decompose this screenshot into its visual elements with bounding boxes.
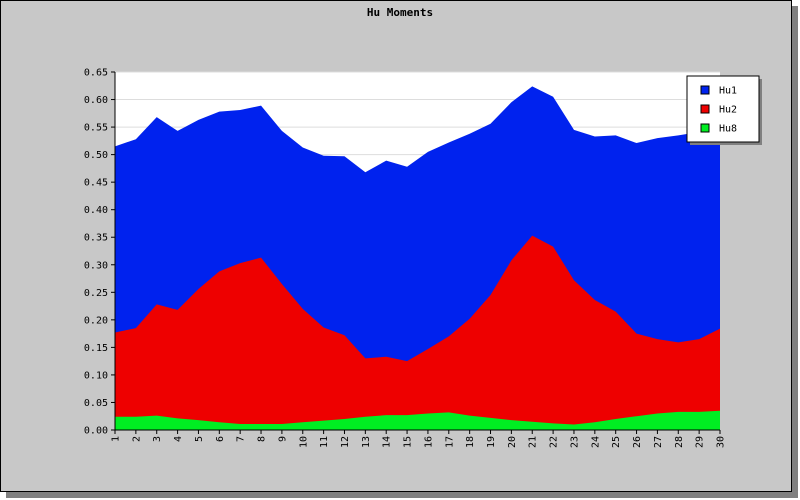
legend-swatch-hu1 [700,85,710,95]
legend-label-hu2: Hu2 [719,105,737,116]
series-area-hu8 [115,410,720,430]
x-tick-label: 12 [340,436,351,448]
legend-label-hu1: Hu1 [719,86,737,97]
y-tick-label: 0.40 [84,205,108,216]
x-tick-label: 19 [486,436,497,448]
legend-swatch-hu8 [700,123,710,133]
y-tick-label: 0.50 [84,150,108,161]
x-tick-label: 10 [298,436,309,448]
x-tick-label: 11 [319,436,330,448]
axes: 0.00 0.05 0.10 0.15 0.20 0.25 0.30 0.35 0.40 0.45… [84,68,727,449]
legend-box [686,75,760,143]
y-tick-label: 0.00 [84,426,108,437]
x-tick-label: 18 [465,436,476,448]
x-tick-label: 24 [590,436,601,448]
x-tick-label: 15 [403,436,414,448]
y-tick-label: 0.60 [84,95,108,106]
x-tick-label: 21 [528,436,539,448]
x-tick-label: 6 [215,436,226,442]
x-tick-label: 29 [695,436,706,448]
x-tick-label: 3 [152,436,163,442]
y-tick-label: 0.55 [84,123,108,134]
x-tick-label: 9 [277,436,288,442]
chart-title: Hu Moments [367,6,433,19]
legend-swatch-hu2 [700,104,710,114]
x-tick-label: 17 [444,436,455,448]
series-area-hu2 [115,235,720,430]
y-tick-label: 0.20 [84,315,108,326]
x-tick-label: 13 [361,436,372,448]
x-tick-label: 7 [236,436,247,442]
x-tick-label: 27 [653,436,664,448]
x-tick-label: 26 [632,436,643,448]
x-tick-label: 2 [131,436,142,442]
frame-shadow-right [792,6,798,498]
x-tick-label: 22 [549,436,560,448]
series-areas [115,86,720,430]
x-tick-label: 8 [257,436,268,442]
x-tick-label: 28 [674,436,685,448]
legend: Hu1 Hu2 Hu8 [686,75,762,145]
y-tick-label: 0.05 [84,398,108,409]
y-tick-label: 0.65 [84,68,108,79]
frame-shadow-bottom [6,492,798,498]
legend-label-hu8: Hu8 [719,124,737,135]
x-tick-label: 25 [611,436,622,448]
x-tick-label: 4 [173,436,184,442]
y-tick-label: 0.15 [84,343,108,354]
x-tick-label: 23 [569,436,580,448]
y-tick-label: 0.10 [84,370,108,381]
x-tick-label: 30 [716,436,727,448]
y-tick-label: 0.30 [84,260,108,271]
x-tick-label: 20 [507,436,518,448]
x-tick-label: 1 [111,436,122,442]
y-tick-label: 0.25 [84,288,108,299]
x-tick-label: 5 [194,436,205,442]
x-tick-label: 16 [423,436,434,448]
y-tick-label: 0.45 [84,178,108,189]
x-tick-label: 14 [382,436,393,448]
y-tick-label: 0.35 [84,233,108,244]
